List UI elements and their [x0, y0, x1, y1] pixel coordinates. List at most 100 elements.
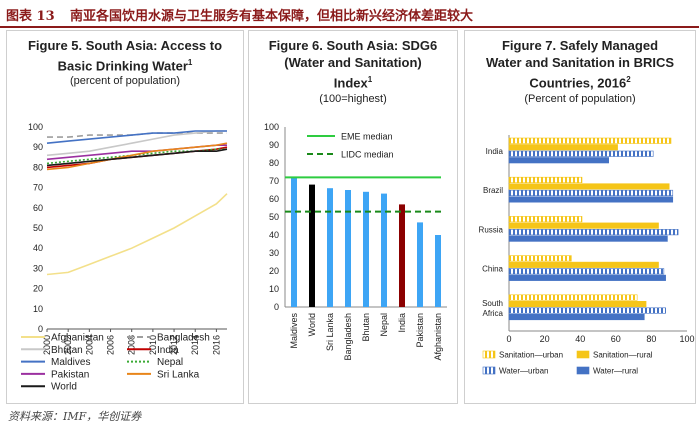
y-tick-label: 60	[33, 203, 43, 213]
y-tick-label: 70	[269, 176, 279, 186]
legend-label: Afghanistan	[51, 333, 104, 344]
y-tick-label: 0	[274, 302, 279, 312]
x-tick-label: 60	[611, 334, 621, 344]
series-line	[46, 193, 228, 276]
y-tick-label: China	[482, 265, 503, 274]
horizontal-bar-chart: 0 20 40 60 80 100 India Brazil Russia China SouthA…	[479, 135, 695, 376]
x-tick-label: 2010	[148, 335, 158, 355]
y-tick-label: 40	[269, 230, 279, 240]
y-tick-label: Brazil	[483, 186, 503, 195]
bar	[508, 268, 665, 275]
line-chart: 0 10 20 30 40 50 60 70 80 90 100 2000 2002 2004 2006 20…	[21, 122, 228, 393]
legend-label: Sanitation—urban	[499, 351, 563, 360]
bar	[327, 188, 333, 307]
y-tick-label: Russia	[479, 225, 504, 234]
y-tick-label: 100	[28, 122, 43, 132]
bar	[508, 150, 654, 157]
chart-panel-basic-water: Figure 5. South Asia: Access to Basic Dr…	[6, 30, 244, 404]
legend-label: Nepal	[157, 357, 183, 368]
bar	[363, 191, 369, 307]
y-tick-label: 100	[264, 122, 279, 132]
source-note: 资料来源：IMF，华创证券	[8, 410, 142, 423]
x-tick-label: India	[397, 313, 407, 333]
x-tick-label: Maldives	[289, 313, 299, 349]
bar	[508, 157, 609, 164]
series-line	[46, 130, 227, 157]
legend-label: World	[51, 382, 77, 393]
y-tick-label: 70	[33, 183, 43, 193]
bar	[508, 255, 572, 262]
series-line	[46, 142, 228, 171]
chart-subtitle: (100=highest)	[319, 93, 387, 105]
chart-title-footnote: 2	[626, 75, 631, 84]
y-tick-label: 50	[33, 223, 43, 233]
chart-title: Figure 7. Safely Managed Water and Sanit…	[465, 37, 695, 91]
legend-label: LIDC median	[341, 150, 394, 160]
chart-title-line: Index	[333, 75, 368, 91]
bar	[345, 190, 351, 307]
x-tick-label: Afghanistan	[433, 313, 443, 361]
x-tick-label: Bhutan	[361, 313, 371, 342]
bar	[381, 193, 387, 307]
chart-title: Figure 6. South Asia: SDG6 (Water and Sa…	[249, 37, 457, 91]
x-tick-label: 0	[506, 334, 511, 344]
bar	[508, 137, 672, 144]
bar	[508, 274, 666, 281]
y-tick-label: India	[486, 147, 504, 156]
series-line	[46, 130, 227, 144]
bar	[508, 235, 668, 242]
x-tick-label: 2016	[211, 335, 221, 355]
y-tick-label: 80	[33, 162, 43, 172]
report-header: 图表 13 南亚各国饮用水源与卫生服务有基本保障，但相比新兴经济体差距较大	[0, 0, 699, 28]
y-tick-label: 30	[33, 263, 43, 273]
legend-label: Bhutan	[51, 345, 83, 356]
legend-swatch	[482, 366, 496, 375]
x-tick-label: Bangladesh	[343, 313, 353, 361]
y-tick-label: 40	[33, 243, 43, 253]
bar	[508, 307, 666, 314]
y-tick-label: 10	[269, 284, 279, 294]
chart-title-footnote: 1	[367, 75, 373, 84]
legend-label: Water—rural	[593, 367, 638, 376]
chart-title-footnote: 1	[187, 58, 193, 67]
y-tick-label: 10	[33, 304, 43, 314]
y-tick-label: 90	[269, 140, 279, 150]
bar	[291, 177, 297, 307]
chart-title-line: Figure 6. South Asia: SDG6	[268, 38, 438, 53]
chart-subtitle: (Percent of population)	[524, 93, 636, 105]
chart-title-line: (Water and Sanitation)	[284, 55, 422, 70]
x-tick-label: 2000	[42, 335, 52, 355]
bar	[508, 189, 674, 196]
bar	[508, 294, 638, 301]
header-rule	[0, 26, 699, 28]
bar	[508, 222, 659, 229]
y-tick-label: 90	[33, 142, 43, 152]
x-tick-label: 40	[575, 334, 585, 344]
x-tick-label: 2008	[127, 335, 137, 355]
legend-swatch	[482, 350, 496, 359]
x-tick-label: 100	[679, 334, 694, 344]
y-tick-label: 0	[38, 324, 43, 334]
x-tick-label: 20	[540, 334, 550, 344]
y-tick-label: South	[482, 299, 503, 308]
x-tick-label: 2002	[63, 335, 73, 355]
chart-title: Figure 5. South Asia: Access to Basic Dr…	[7, 37, 243, 74]
bar-chart: 0 10 20 30 40 50 60 70 80 90 100 Maldives World Sri L…	[264, 122, 447, 361]
legend-label: Sanitation—rural	[593, 351, 653, 360]
legend-label: India	[157, 345, 179, 356]
x-tick-label: World	[307, 313, 317, 336]
x-tick-label: Pakistan	[415, 313, 425, 348]
chart-subtitle: (percent of population)	[69, 75, 181, 87]
legend-label: Pakistan	[51, 369, 89, 380]
legend-label: Maldives	[51, 357, 90, 368]
figure-title: 南亚各国饮用水源与卫生服务有基本保障，但相比新兴经济体差距较大	[70, 9, 474, 24]
bar	[399, 204, 405, 307]
y-tick-label: 20	[33, 284, 43, 294]
chart-title-line: Water and Sanitation in BRICS	[485, 55, 675, 70]
legend-label: Bangladesh	[157, 333, 210, 344]
bar	[508, 183, 670, 190]
chart-panel-sdg6-index: Figure 6. South Asia: SDG6 (Water and Sa…	[248, 30, 458, 404]
y-tick-label: 80	[269, 158, 279, 168]
chart-title-line: Figure 7. Safely Managed	[501, 38, 659, 53]
chart-panel-brics: Figure 7. Safely Managed Water and Sanit…	[464, 30, 696, 404]
